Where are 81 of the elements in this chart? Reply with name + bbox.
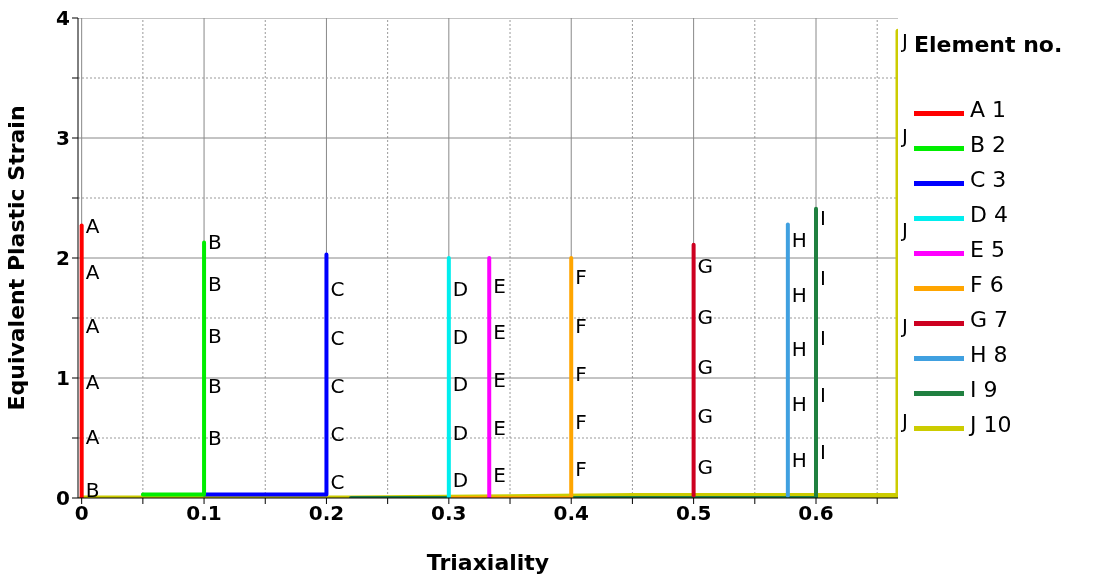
legend-label: E 5 — [970, 237, 1005, 262]
data-label: G — [697, 254, 714, 279]
data-label: G — [697, 404, 714, 429]
data-label: D — [452, 372, 469, 396]
data-label: B — [208, 374, 222, 399]
legend-label: C 3 — [970, 167, 1007, 192]
data-label: J — [900, 28, 908, 53]
legend-label: G 7 — [970, 307, 1009, 332]
line-series — [785, 222, 790, 498]
x-tick-label: 0.4 — [553, 501, 589, 526]
data-label: J — [900, 123, 908, 148]
data-label: H — [791, 447, 807, 472]
x-tick-label: 0.2 — [308, 501, 345, 526]
data-label: D — [452, 325, 469, 350]
data-label: G — [697, 304, 714, 329]
legend-label: D 4 — [970, 202, 1008, 227]
data-label: I — [820, 266, 826, 291]
y-tick-label: 4 — [56, 6, 70, 31]
data-label: I — [820, 382, 826, 407]
y-tick-label: 3 — [56, 126, 70, 151]
legend-label: J 10 — [970, 412, 1012, 437]
data-label: C — [330, 470, 345, 495]
data-label: A — [85, 213, 100, 238]
data-label: I — [820, 326, 826, 351]
x-tick-label: 0.6 — [798, 501, 834, 526]
data-label: A — [85, 424, 100, 449]
data-label: D — [452, 468, 469, 492]
x-axis-title: Triaxiality — [426, 550, 550, 575]
data-label: E — [493, 273, 506, 298]
data-label: E — [493, 368, 506, 393]
data-label: D — [452, 421, 469, 446]
data-label: C — [330, 277, 345, 302]
line-series — [79, 223, 84, 498]
data-label: A — [85, 369, 100, 394]
legend-label: B 2 — [970, 132, 1007, 157]
line-series — [691, 242, 696, 498]
data-label: F — [575, 410, 587, 435]
legend-label: A 1 — [970, 97, 1007, 122]
line-series — [140, 240, 207, 497]
data-label: E — [493, 320, 506, 345]
data-label: F — [575, 362, 587, 387]
x-tick-label: 0.3 — [431, 501, 467, 526]
line-series — [446, 256, 451, 498]
y-axis-title: Equivalent Plastic Strain — [3, 105, 29, 411]
data-label: F — [575, 314, 587, 339]
data-label: I — [820, 206, 826, 231]
data-label: F — [575, 265, 587, 290]
data-label: J — [900, 218, 908, 243]
data-label: B — [208, 230, 222, 255]
data-label: F — [575, 457, 587, 482]
x-tick-label: 0.1 — [186, 501, 222, 526]
data-label: B — [85, 477, 100, 502]
x-tick-label: 0 — [74, 501, 89, 526]
x-tick-label: 0.5 — [675, 501, 712, 526]
data-label: A — [85, 260, 100, 285]
data-label: H — [791, 337, 807, 362]
data-label: J — [900, 314, 908, 339]
data-label: B — [208, 426, 222, 450]
data-label: H — [791, 228, 807, 252]
data-label: E — [493, 463, 506, 488]
data-label: E — [493, 416, 506, 441]
data-label: G — [697, 454, 714, 479]
data-label: C — [330, 374, 345, 399]
data-label: J — [900, 409, 908, 434]
data-label: G — [697, 355, 714, 380]
data-label: H — [791, 283, 807, 308]
data-label: I — [820, 440, 826, 465]
legend-label: I 9 — [970, 377, 998, 402]
data-label: B — [208, 324, 222, 348]
data-label: C — [330, 326, 345, 351]
data-label: H — [791, 392, 807, 417]
data-label: D — [452, 277, 469, 302]
data-label: C — [330, 422, 345, 447]
legend-title: Element no. — [914, 32, 1063, 57]
y-tick-label: 2 — [56, 246, 70, 271]
data-label: A — [85, 314, 100, 339]
legend-label: H 8 — [970, 342, 1008, 367]
y-tick-label: 1 — [56, 366, 70, 391]
data-label: B — [208, 272, 222, 297]
legend-label: F 6 — [970, 272, 1004, 297]
line-series — [487, 256, 492, 498]
